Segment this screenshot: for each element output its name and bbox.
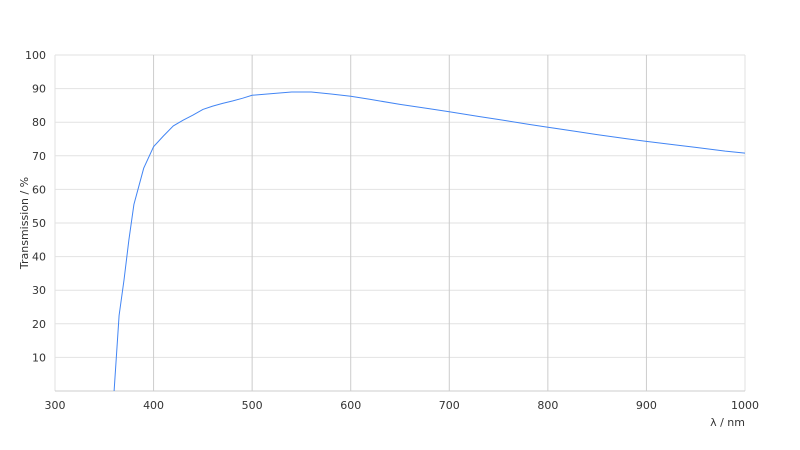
y-tick-label: 20 [32, 318, 46, 331]
y-axis-label: Transmission / % [18, 177, 31, 270]
x-tick-label: 600 [340, 399, 361, 412]
x-tick-label: 900 [636, 399, 657, 412]
series [113, 91, 746, 392]
y-tick-label: 50 [32, 217, 46, 230]
x-tick-label: 500 [242, 399, 263, 412]
x-tick-label: 1000 [731, 399, 759, 412]
y-tick-label: 30 [32, 284, 46, 297]
y-tick-label: 40 [32, 251, 46, 264]
x-axis-label: λ / nm [710, 416, 745, 429]
y-tick-label: 10 [32, 351, 46, 364]
x-axis-ticks: 300 400 500 600 700 800 900 1000 [45, 399, 760, 412]
y-tick-label: 80 [32, 116, 46, 129]
y-axis-ticks: 10 20 30 40 50 60 70 80 90 100 [25, 49, 46, 364]
y-tick-label: 100 [25, 49, 46, 62]
x-tick-label: 700 [439, 399, 460, 412]
transmission-line [113, 91, 746, 392]
x-tick-label: 400 [143, 399, 164, 412]
grid [54, 54, 746, 392]
x-tick-label: 800 [537, 399, 558, 412]
y-tick-label: 90 [32, 83, 46, 96]
x-tick-label: 300 [45, 399, 66, 412]
y-tick-label: 60 [32, 183, 46, 196]
y-tick-label: 70 [32, 150, 46, 163]
